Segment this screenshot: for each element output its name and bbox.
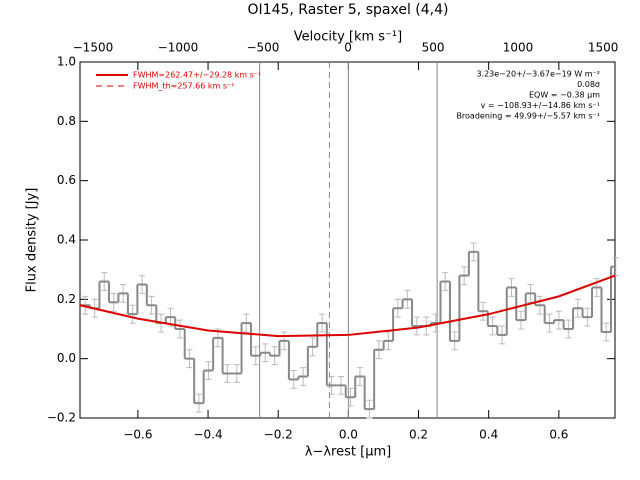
x-tick-label: 0.0 [339, 428, 358, 442]
error-caps [347, 387, 354, 407]
error-caps [214, 328, 221, 348]
error-caps [366, 399, 373, 419]
error-caps [480, 301, 487, 321]
y-tick-label: 0.6 [57, 173, 76, 187]
error-caps [148, 295, 155, 315]
error-caps [375, 340, 382, 360]
error-caps [385, 331, 392, 351]
error-caps [394, 298, 401, 318]
x2-tick-label: 1000 [503, 41, 534, 55]
error-caps [309, 337, 316, 357]
error-caps [574, 298, 581, 318]
error-caps [224, 364, 231, 383]
error-caps [555, 310, 562, 330]
annotation: EQW = −0.38 μm [529, 91, 600, 100]
annotation: 0.08σ [577, 80, 600, 89]
x2-tick-label: 500 [422, 41, 445, 55]
error-caps [328, 375, 335, 395]
error-caps [508, 278, 515, 297]
step-connector [88, 251, 612, 410]
error-caps [470, 242, 477, 262]
error-caps [565, 319, 572, 339]
error-caps [461, 266, 468, 285]
y-tick-label: −0.2 [47, 411, 76, 425]
error-caps [499, 325, 506, 345]
error-caps [584, 307, 591, 327]
error-caps [432, 313, 439, 333]
chart-title: OI145, Raster 5, spaxel (4,4) [248, 2, 449, 18]
error-caps [139, 275, 146, 294]
y-axis-label: Flux density [Jy] [25, 188, 40, 293]
legend-label: FWHM=262.47+/−29.28 km s⁻¹ [133, 71, 261, 80]
error-caps [290, 370, 297, 389]
x-tick-label: 0.6 [549, 428, 568, 442]
annotation: 3.23e−20+/−3.67e−19 W m⁻² [476, 70, 600, 79]
x-tick-label: −0.2 [264, 428, 293, 442]
x2-tick-label: −1500 [73, 41, 114, 55]
y-tick-label: 0.2 [57, 292, 76, 306]
legend-label: FWHM_th=257.66 km s⁻¹ [133, 82, 234, 91]
error-caps [281, 331, 288, 351]
error-caps [167, 307, 174, 327]
error-caps [110, 292, 117, 312]
error-caps [262, 343, 269, 363]
y-tick-label: 1.0 [57, 55, 76, 69]
error-caps [489, 316, 496, 336]
error-caps [101, 272, 108, 291]
error-caps [158, 313, 165, 333]
error-caps [176, 319, 183, 339]
x2-tick-label: 0 [344, 41, 352, 55]
y-tick-label: 0.4 [57, 233, 76, 247]
error-caps [82, 295, 89, 315]
error-caps [195, 393, 202, 413]
error-caps [300, 367, 307, 386]
x-tick-label: −0.6 [123, 428, 152, 442]
x2-axis-label: Velocity [km s⁻¹] [294, 30, 402, 45]
annotation: v = −108.93+/−14.86 km s⁻¹ [481, 101, 600, 110]
error-caps [356, 367, 363, 386]
error-caps [423, 316, 430, 336]
error-caps [404, 289, 411, 309]
error-caps [186, 349, 193, 369]
error-caps [91, 298, 98, 318]
error-caps [319, 313, 326, 333]
error-caps [536, 295, 543, 315]
error-caps [338, 375, 345, 395]
x2-tick-label: −500 [246, 41, 279, 55]
error-caps [129, 304, 136, 324]
error-caps [517, 310, 524, 330]
x-tick-label: 0.4 [479, 428, 498, 442]
fit-curve [79, 274, 616, 338]
error-caps [603, 322, 610, 342]
error-caps [451, 331, 458, 351]
x-tick-label: −0.4 [193, 428, 222, 442]
y-tick-label: 0.8 [57, 114, 76, 128]
error-caps [233, 364, 240, 383]
error-caps [413, 316, 420, 336]
error-caps [271, 346, 278, 366]
error-caps [546, 313, 553, 333]
y-tick-label: 0.0 [57, 351, 76, 365]
x2-tick-label: 1500 [588, 41, 619, 55]
error-caps [120, 284, 127, 303]
error-caps [243, 313, 250, 333]
annotation: Broadening = 49.99+/−5.57 km s⁻¹ [456, 112, 600, 121]
error-caps [442, 272, 449, 291]
x-axis-label: λ−λrest [μm] [305, 445, 391, 460]
error-caps [593, 278, 600, 297]
error-caps [205, 361, 212, 380]
error-caps [252, 346, 259, 366]
x-tick-label: 0.2 [409, 428, 428, 442]
x2-tick-label: −1000 [158, 41, 199, 55]
